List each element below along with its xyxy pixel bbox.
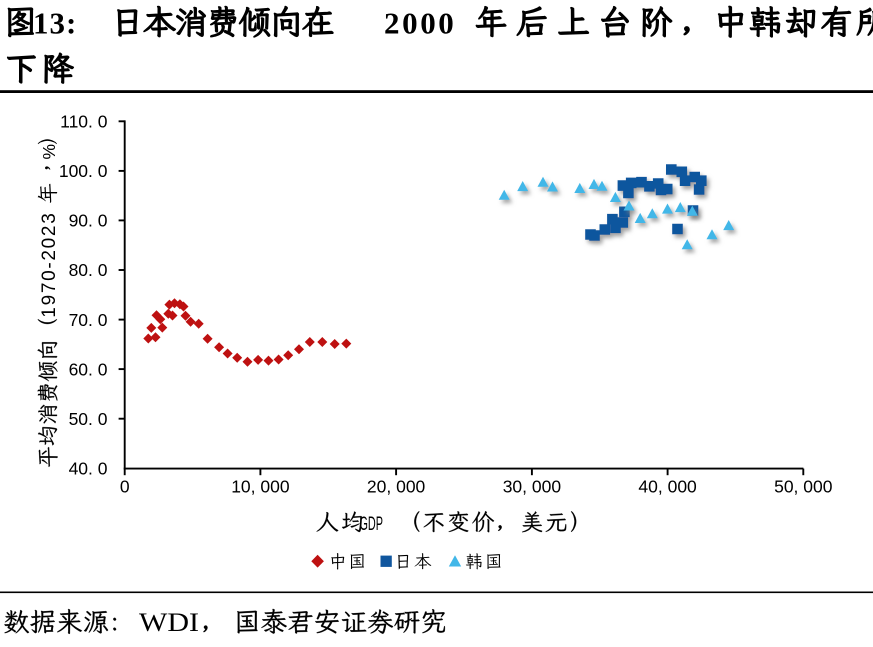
svg-text:60. 0: 60. 0 bbox=[69, 359, 108, 379]
svg-text:%: % bbox=[39, 144, 59, 160]
svg-text:40, 000: 40, 000 bbox=[638, 477, 697, 497]
svg-text:70. 0: 70. 0 bbox=[69, 310, 108, 330]
svg-text:2000: 2000 bbox=[384, 6, 456, 41]
svg-text:20, 000: 20, 000 bbox=[367, 477, 426, 497]
svg-text:110. 0: 110. 0 bbox=[60, 112, 108, 132]
svg-text:100. 0: 100. 0 bbox=[59, 161, 108, 181]
svg-text:1970-2023: 1970-2023 bbox=[39, 212, 60, 318]
svg-text:30, 000: 30, 000 bbox=[503, 477, 562, 497]
svg-text:80. 0: 80. 0 bbox=[69, 260, 108, 280]
svg-text:10, 000: 10, 000 bbox=[231, 477, 290, 497]
svg-text:50, 000: 50, 000 bbox=[774, 477, 833, 497]
svg-text:GDP: GDP bbox=[360, 514, 384, 535]
svg-text:50. 0: 50. 0 bbox=[69, 409, 108, 429]
svg-text:40. 0: 40. 0 bbox=[69, 459, 108, 479]
svg-text:90. 0: 90. 0 bbox=[69, 211, 108, 231]
svg-text:13:: 13: bbox=[33, 6, 77, 41]
svg-text:WDI: WDI bbox=[139, 608, 199, 637]
svg-text:0: 0 bbox=[120, 477, 130, 497]
